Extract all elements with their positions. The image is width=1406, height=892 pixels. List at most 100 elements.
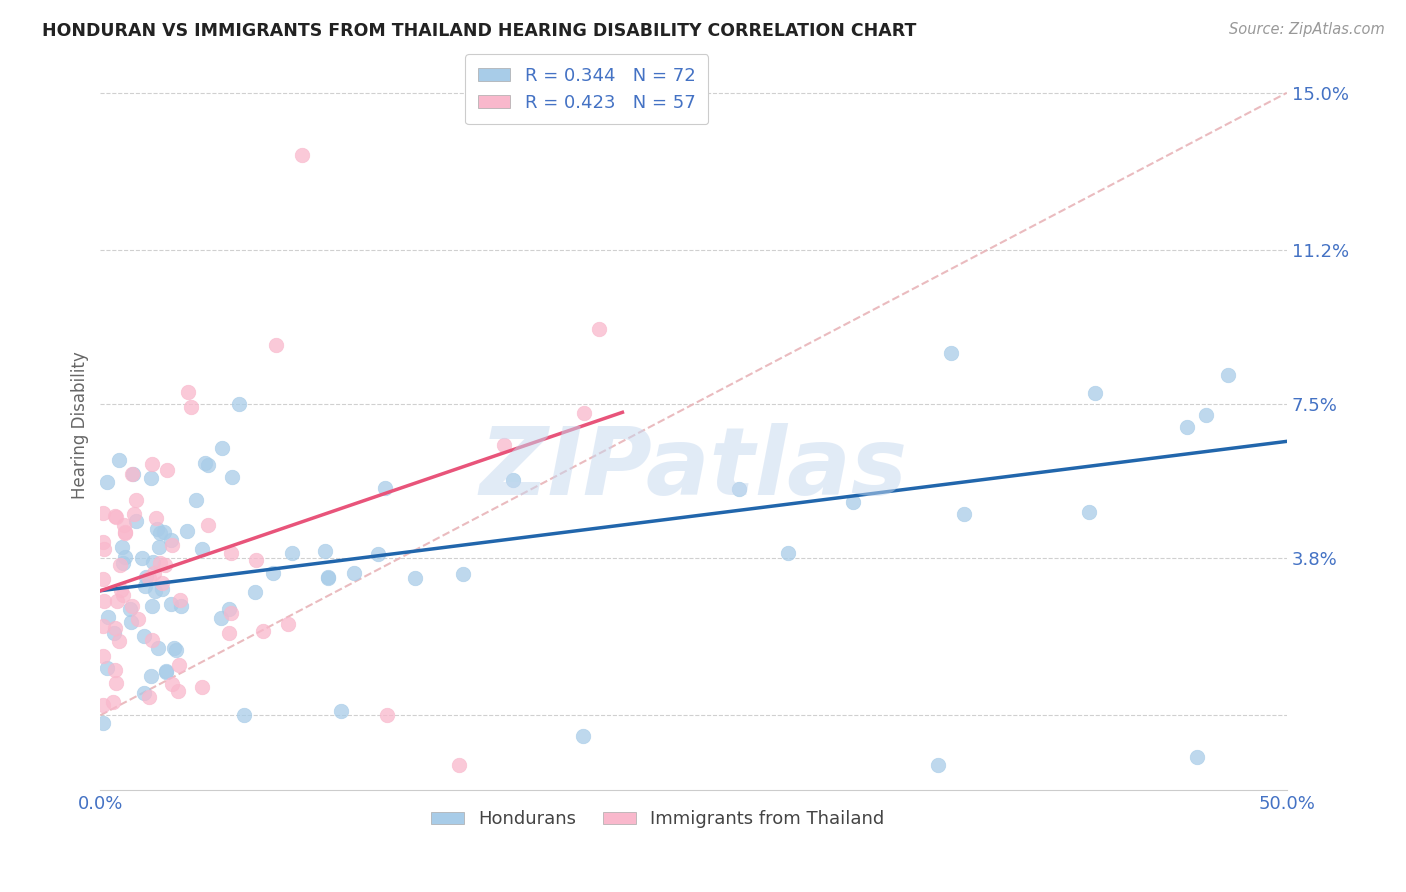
- Point: [121, 467, 143, 481]
- Point: [451, 566, 474, 581]
- Point: [146, 522, 169, 536]
- Point: [110, 582, 132, 597]
- Point: [277, 617, 299, 632]
- Point: [111, 540, 134, 554]
- Point: [118, 602, 141, 616]
- Point: [169, 593, 191, 607]
- Point: [318, 571, 340, 585]
- Point: [138, 571, 160, 585]
- Point: [1185, 749, 1208, 764]
- Point: [209, 611, 232, 625]
- Point: [367, 547, 389, 561]
- Point: [167, 658, 190, 673]
- Point: [141, 633, 163, 648]
- Point: [245, 553, 267, 567]
- Point: [104, 663, 127, 677]
- Point: [135, 570, 157, 584]
- Point: [588, 322, 610, 336]
- Point: [120, 615, 142, 629]
- Point: [105, 594, 128, 608]
- Point: [143, 584, 166, 599]
- Point: [939, 346, 962, 360]
- Point: [266, 338, 288, 352]
- Point: [142, 555, 165, 569]
- Point: [146, 641, 169, 656]
- Point: [148, 540, 170, 554]
- Point: [159, 533, 181, 547]
- Point: [91, 716, 114, 731]
- Point: [316, 570, 339, 584]
- Point: [97, 610, 120, 624]
- Point: [91, 506, 114, 520]
- Point: [132, 629, 155, 643]
- Point: [134, 579, 156, 593]
- Point: [101, 695, 124, 709]
- Point: [121, 599, 143, 613]
- Point: [145, 511, 167, 525]
- Point: [150, 582, 173, 596]
- Point: [141, 599, 163, 613]
- Point: [104, 509, 127, 524]
- Point: [197, 517, 219, 532]
- Point: [197, 458, 219, 473]
- Point: [103, 626, 125, 640]
- Point: [141, 457, 163, 471]
- Point: [219, 546, 242, 560]
- Point: [114, 525, 136, 540]
- Point: [149, 557, 172, 571]
- Point: [125, 492, 148, 507]
- Point: [184, 492, 207, 507]
- Point: [159, 597, 181, 611]
- Point: [93, 535, 115, 549]
- Point: [124, 507, 146, 521]
- Point: [160, 677, 183, 691]
- Point: [114, 525, 136, 540]
- Point: [194, 456, 217, 470]
- Point: [96, 475, 118, 490]
- Point: [502, 474, 524, 488]
- Point: [131, 550, 153, 565]
- Point: [167, 683, 190, 698]
- Point: [572, 406, 595, 420]
- Point: [221, 470, 243, 484]
- Legend: Hondurans, Immigrants from Thailand: Hondurans, Immigrants from Thailand: [425, 803, 891, 836]
- Point: [176, 524, 198, 538]
- Point: [110, 558, 132, 572]
- Point: [776, 545, 799, 559]
- Point: [155, 664, 177, 678]
- Point: [104, 621, 127, 635]
- Point: [111, 589, 134, 603]
- Point: [153, 525, 176, 540]
- Point: [228, 397, 250, 411]
- Point: [447, 758, 470, 772]
- Point: [152, 576, 174, 591]
- Point: [180, 401, 202, 415]
- Point: [291, 148, 314, 162]
- Point: [233, 708, 256, 723]
- Point: [108, 634, 131, 648]
- Point: [191, 680, 214, 694]
- Point: [1216, 368, 1239, 382]
- Point: [155, 558, 177, 572]
- Point: [404, 571, 426, 585]
- Point: [142, 566, 165, 580]
- Point: [191, 541, 214, 556]
- Point: [91, 698, 114, 712]
- Point: [121, 467, 143, 482]
- Point: [492, 438, 515, 452]
- Point: [141, 669, 163, 683]
- Point: [163, 640, 186, 655]
- Point: [139, 471, 162, 485]
- Point: [1195, 408, 1218, 422]
- Point: [211, 442, 233, 456]
- Point: [218, 625, 240, 640]
- Point: [104, 676, 127, 690]
- Point: [162, 538, 184, 552]
- Point: [112, 556, 135, 570]
- Y-axis label: Hearing Disability: Hearing Disability: [72, 351, 89, 499]
- Point: [149, 526, 172, 541]
- Point: [262, 566, 284, 581]
- Point: [280, 546, 302, 560]
- Point: [219, 607, 242, 621]
- Point: [156, 463, 179, 477]
